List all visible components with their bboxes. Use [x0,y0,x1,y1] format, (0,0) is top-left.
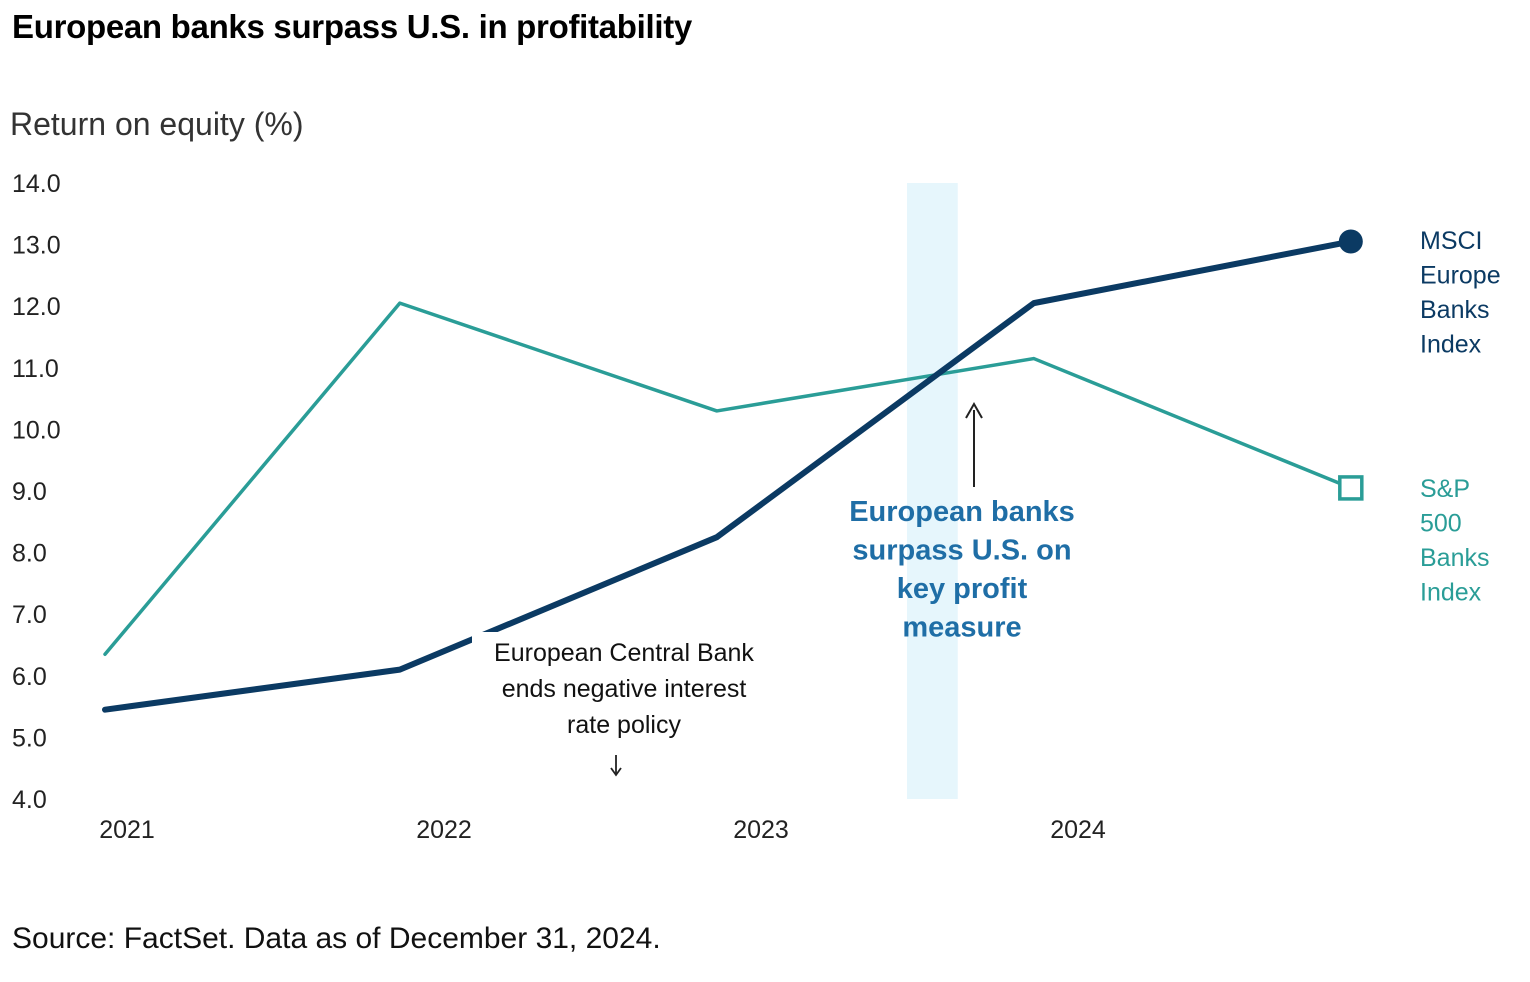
msci-europe-label-line: Banks [1420,296,1489,324]
ecb-annotation-line: European Central Bank [494,639,754,667]
x-tick-label: 2023 [733,816,789,844]
msci-europe-label-line: MSCI [1420,227,1483,255]
annotations: European banks surpass U.S. on key profit m… [472,401,1075,777]
crossover-annotation-line: key profit [897,573,1028,605]
y-tick-label: 7.0 [12,601,47,629]
series-end-markers [1338,229,1364,501]
y-tick-label: 14.0 [12,170,61,198]
y-tick-label: 11.0 [12,355,59,383]
msci-europe-label-line: Index [1420,331,1482,359]
crossover-arrow-head [965,401,983,419]
y-tick-label: 5.0 [12,724,47,752]
y-axis-ticks: 14.0 13.0 12.0 11.0 10.0 9.0 8.0 7.0 6.0 5.0 4.0 [12,170,61,814]
msci-europe-end-marker [1338,229,1363,254]
highlight-band-layer [907,183,958,799]
x-tick-label: 2021 [99,816,155,844]
series-lines [102,238,1354,713]
source-note: Source: FactSet. Data as of December 31,… [12,922,661,955]
ecb-annotation: European Central Bank ends negative inter… [494,639,754,739]
x-tick-label: 2022 [416,816,472,844]
ecb-annotation-line: rate policy [567,711,681,739]
y-tick-label: 9.0 [12,478,47,506]
sp500-label-line: S&P [1420,475,1470,503]
crossover-annotation-line: European banks [849,496,1075,528]
y-tick-label: 12.0 [12,293,61,321]
y-tick-label: 10.0 [12,416,61,444]
y-tick-label: 6.0 [12,663,47,691]
crossover-annotation: European banks surpass U.S. on key profit m… [849,496,1075,644]
y-tick-label: 13.0 [12,232,61,260]
sp500-label-line: Banks [1420,544,1489,572]
ecb-arrow-head [610,767,622,777]
series-labels: MSCI Europe Banks Index S&P 500 Banks Index [1420,227,1501,607]
chart-title: European banks surpass U.S. in profitabi… [12,8,692,45]
y-tick-label: 4.0 [12,786,47,814]
msci-europe-label: MSCI Europe Banks Index [1420,227,1501,359]
sp500-label-line: 500 [1420,510,1462,538]
x-tick-label: 2024 [1050,816,1106,844]
chart-plot: 14.0 13.0 12.0 11.0 10.0 9.0 8.0 7.0 6.0 5.0 4.0 2… [12,170,1501,844]
msci-europe-series-line [102,238,1354,713]
sp500-label-line: Index [1420,579,1482,607]
ecb-annotation-backdrop [472,632,778,744]
sp500-label: S&P 500 Banks Index [1420,475,1489,607]
y-axis-title: Return on equity (%) [10,106,304,142]
highlight-band [907,183,958,799]
sp500-series-line [103,301,1353,656]
crossover-annotation-line: measure [902,612,1021,644]
sp500-end-marker [1338,475,1364,501]
x-axis-ticks: 2021 2022 2023 2024 [99,816,1106,844]
crossover-annotation-line: surpass U.S. on [852,535,1071,567]
ecb-annotation-line: ends negative interest [502,675,747,703]
y-tick-label: 8.0 [12,540,47,568]
msci-europe-label-line: Europe [1420,262,1501,290]
